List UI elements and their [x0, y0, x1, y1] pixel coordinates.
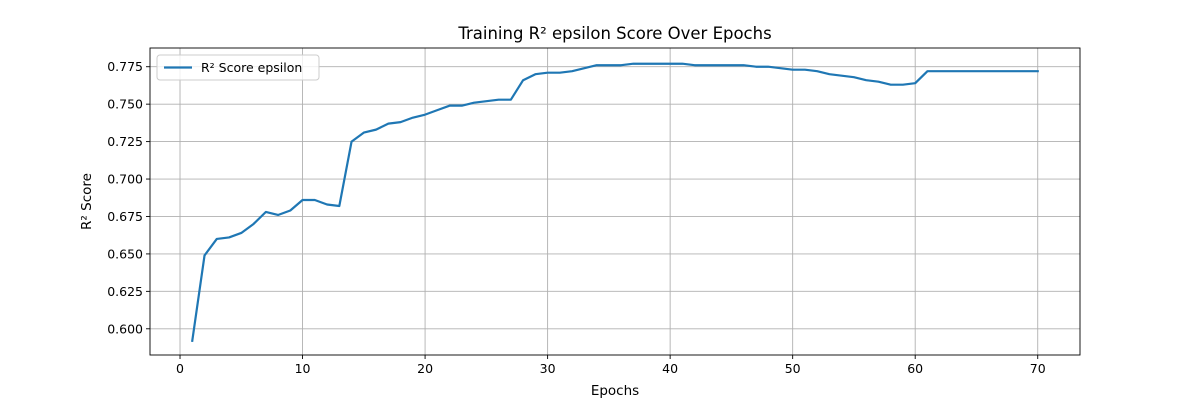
y-tick-label: 0.600 [107, 321, 143, 336]
y-tick-label: 0.725 [107, 134, 143, 149]
chart-legend: R² Score epsilon [156, 54, 320, 81]
x-tick-label: 0 [176, 361, 184, 376]
x-tick-label: 50 [785, 361, 801, 376]
y-tick-label: 0.625 [107, 284, 143, 299]
legend-box [156, 54, 320, 81]
y-tick-label: 0.775 [107, 59, 143, 74]
x-tick-label: 70 [1030, 361, 1046, 376]
x-tick-label: 60 [907, 361, 923, 376]
y-axis-label: R² Score [79, 173, 95, 230]
y-tick-label: 0.650 [107, 246, 143, 261]
chart-title: Training R² epsilon Score Over Epochs [457, 24, 771, 43]
series-line [191, 62, 1039, 343]
x-tick-label: 40 [662, 361, 678, 376]
x-tick-label: 20 [417, 361, 433, 376]
x-tick-label: 10 [295, 361, 311, 376]
x-axis-label: Epochs [591, 383, 639, 399]
y-tick-label: 0.750 [107, 97, 143, 112]
y-tick-label: 0.675 [107, 209, 143, 224]
series-lines [191, 62, 1039, 343]
legend-series-label: R² Score epsilon [201, 60, 302, 75]
plot-area-frame [149, 47, 1081, 356]
x-tick-label: 30 [540, 361, 556, 376]
axis-ticks: 0 10 20 30 40 50 60 70 0.600 0.625 0.650 0.675 0.700… [107, 59, 1046, 376]
y-tick-label: 0.700 [107, 172, 143, 187]
